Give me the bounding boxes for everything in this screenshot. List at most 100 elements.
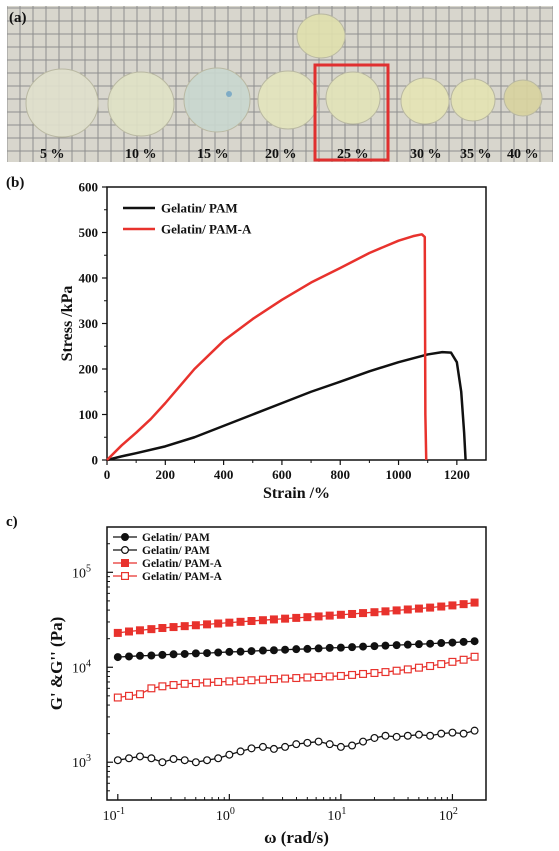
data-point [392, 641, 401, 650]
data-point [459, 729, 468, 738]
data-point [414, 730, 423, 739]
y-tick-label: 100 [79, 407, 99, 422]
data-point [459, 637, 468, 646]
data-point [281, 614, 290, 623]
grid-paper-background [7, 6, 553, 162]
y-tick-label: 200 [79, 362, 99, 377]
data-point [314, 737, 323, 746]
data-point [258, 646, 267, 655]
data-point [437, 602, 446, 611]
data-point [225, 750, 234, 759]
data-point [359, 669, 368, 678]
data-point [336, 742, 345, 751]
data-point [269, 744, 278, 753]
data-point [414, 640, 423, 649]
data-point [470, 598, 479, 607]
x-axis-label: Strain /% [263, 485, 330, 502]
data-point [381, 731, 390, 740]
x-tick-label: 1000 [386, 467, 412, 482]
concentration-label-5: 5 % [40, 147, 65, 162]
x-tick-label: 1200 [444, 467, 470, 482]
data-point [191, 679, 200, 688]
data-point [281, 674, 290, 683]
data-point [180, 756, 189, 765]
concentration-label-20: 20 % [265, 147, 297, 162]
data-point [225, 618, 234, 627]
hydrogel-disc [183, 67, 251, 133]
data-point [437, 660, 446, 669]
x-tick-label: 10-1 [103, 806, 125, 824]
data-point [348, 670, 357, 679]
data-point [180, 649, 189, 658]
hydrogel-disc [257, 70, 319, 130]
x-tick-label: 101 [327, 806, 346, 824]
data-point [258, 616, 267, 625]
hydrogel-disc [107, 71, 175, 137]
hydrogel-disc [400, 77, 450, 125]
data-point [269, 675, 278, 684]
concentration-label-35: 35 % [460, 147, 492, 162]
data-point [303, 738, 312, 747]
data-point [191, 758, 200, 767]
x-tick-label: 800 [330, 467, 350, 482]
data-point [370, 642, 379, 651]
data-point [392, 666, 401, 675]
data-point [236, 676, 245, 685]
data-point [437, 639, 446, 648]
data-point [113, 756, 122, 765]
data-point [203, 678, 212, 687]
x-axis-label: ω (rad/s) [264, 828, 329, 847]
concentration-label-40: 40 % [507, 147, 539, 162]
legend-label-1: Gelatin/ PAM [142, 545, 210, 557]
panel-b-label: (b) [6, 175, 25, 191]
legend-label-1: Gelatin/ PAM-A [161, 222, 252, 237]
data-point [269, 615, 278, 624]
data-point [470, 637, 479, 646]
concentration-label-10: 10 % [125, 147, 157, 162]
data-point [258, 675, 267, 684]
data-point [414, 663, 423, 672]
data-point [348, 609, 357, 618]
data-point [214, 648, 223, 657]
y-tick-label: 103 [72, 753, 91, 771]
concentration-label-25: 25 % [337, 147, 369, 162]
data-point [292, 674, 301, 683]
hydrogel-disc [503, 79, 543, 117]
data-point [336, 610, 345, 619]
x-tick-label: 102 [439, 806, 458, 824]
data-point [370, 669, 379, 678]
data-point [180, 679, 189, 688]
data-point [470, 726, 479, 735]
stress-strain-chart: 0 200 400 600 800 1000 1200 0 100 200 300 400 500 600… [59, 180, 487, 502]
legend-marker-3 [120, 571, 129, 580]
data-point [448, 657, 457, 666]
data-point [258, 742, 267, 751]
y-tick-label: 105 [72, 563, 91, 581]
data-point [314, 612, 323, 621]
legend-marker-2 [120, 558, 129, 567]
data-point [381, 607, 390, 616]
panel-c-label: c) [6, 514, 18, 530]
data-point [414, 604, 423, 613]
data-point [448, 638, 457, 647]
data-point [125, 691, 134, 700]
data-point [403, 605, 412, 614]
data-point [426, 639, 435, 648]
data-point [214, 677, 223, 686]
data-point [437, 729, 446, 738]
data-point [125, 627, 134, 636]
series-line-0 [106, 350, 467, 462]
x-tick-label: 100 [216, 806, 235, 824]
data-point [292, 740, 301, 749]
data-point [303, 613, 312, 622]
data-point [225, 647, 234, 656]
hydrogel-disc [450, 78, 496, 122]
concentration-label-15: 15 % [197, 147, 229, 162]
legend-marker-1 [120, 545, 129, 554]
data-point [203, 649, 212, 658]
data-point [225, 677, 234, 686]
data-point [292, 645, 301, 654]
data-point [247, 676, 256, 685]
y-tick-label: 0 [92, 453, 99, 468]
data-point [125, 652, 134, 661]
